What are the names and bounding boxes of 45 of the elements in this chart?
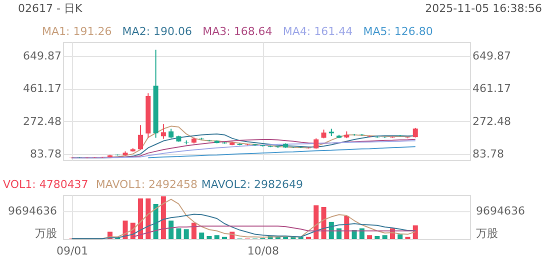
text: MA5: 126.80 (363, 25, 433, 38)
text: MAVOL1: 2492458 (96, 178, 198, 191)
text: 2025-11-05 16:38:56 (425, 2, 542, 15)
line-series (148, 146, 416, 158)
y-tick-label: 649.87 (23, 49, 62, 62)
bar (199, 232, 204, 239)
text: VOL1: 4780437 (3, 178, 88, 191)
text: 9694636 (8, 204, 57, 218)
bar (214, 235, 220, 239)
text: 万股 (35, 227, 57, 240)
chart-title: 02617 - 日K (18, 2, 83, 15)
y2-tick-label: 272.48 (472, 114, 511, 128)
bar (138, 198, 144, 239)
bar (146, 198, 151, 239)
bar (184, 229, 189, 239)
bar (191, 222, 196, 239)
bar (168, 220, 174, 239)
x-tick-label: 10/08 (247, 244, 280, 258)
text: 万股 (476, 227, 498, 240)
candlestick (168, 128, 174, 139)
text: MA4: 161.44 (282, 25, 353, 38)
bar (314, 205, 319, 239)
y-tick-label: 272.48 (23, 114, 62, 128)
bar (206, 236, 212, 239)
candlestick (160, 124, 166, 140)
candlestick (412, 127, 418, 138)
candlestick (138, 124, 144, 150)
text: MAVOL2: 2982649 (201, 178, 304, 191)
text: MA3: 168.64 (202, 25, 272, 38)
y2-tick-label: 83.78 (472, 148, 504, 161)
y2-tick-label: 461.17 (472, 82, 511, 96)
y-tick-label: 83.78 (30, 148, 62, 161)
bar (398, 234, 403, 239)
x-tick-label: 09/01 (56, 244, 88, 258)
text: MA1: 191.26 (42, 25, 112, 38)
bar (374, 236, 380, 239)
bar (382, 235, 388, 239)
y-tick-label: 461.17 (23, 82, 62, 96)
text: MA2: 190.06 (122, 25, 192, 38)
bar (367, 235, 372, 239)
bar (160, 196, 166, 239)
bar (153, 204, 158, 239)
y2-tick-label: 649.87 (472, 49, 511, 62)
bar (176, 228, 182, 239)
text: 9694636 (476, 204, 525, 218)
